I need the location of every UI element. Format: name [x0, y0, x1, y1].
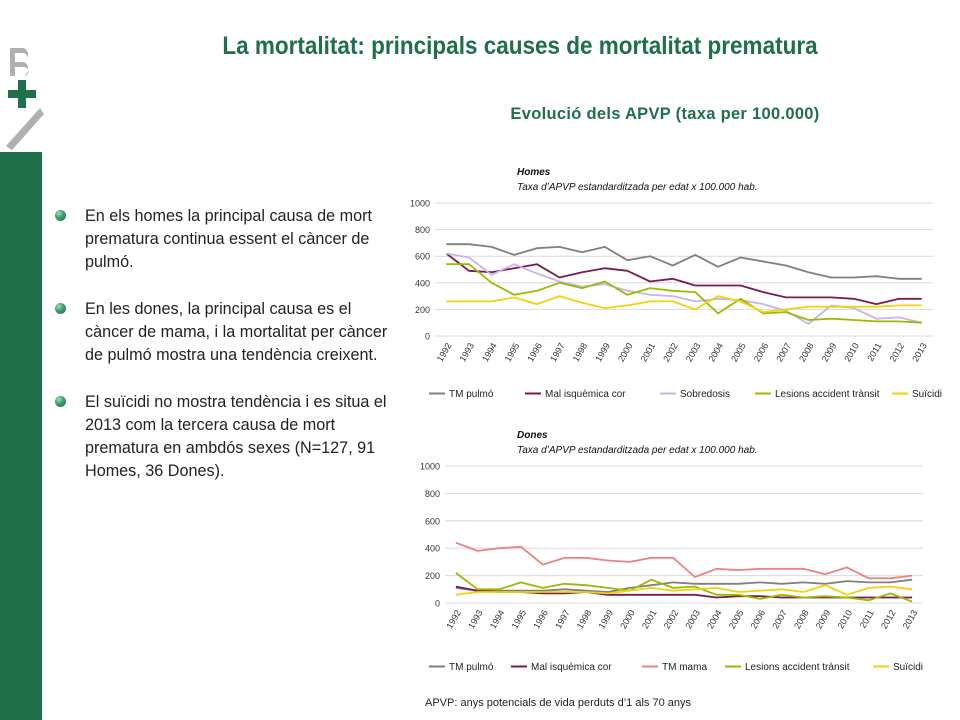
series-line-5 [455, 584, 913, 596]
footnote: APVP: anys potencials de vida perduts d’… [425, 697, 691, 709]
x-tick-label: 1992 [444, 608, 463, 630]
legend-label: Suïcidi [893, 662, 923, 673]
x-tick-label: 2013 [910, 341, 929, 363]
x-tick-label: 1997 [553, 608, 572, 630]
legend-label: TM mama [662, 662, 707, 673]
x-tick-label: 1994 [488, 608, 507, 630]
x-tick-label: 2000 [616, 341, 635, 363]
series-line-3 [455, 541, 913, 580]
bullet-item: En els homes la principal causa de mort … [55, 205, 390, 274]
bullet-icon [55, 396, 66, 407]
legend-label: Sobredosis [680, 389, 730, 400]
x-tick-label: 1993 [466, 608, 485, 630]
chart-subtitle: Taxa d’APVP estandarditzada per edat x 1… [517, 182, 758, 193]
bullet-text: En les dones, la principal causa es el c… [85, 300, 388, 364]
y-tick-label: 400 [425, 544, 440, 554]
bullet-icon [55, 303, 66, 314]
x-tick-label: 1996 [531, 608, 550, 630]
bullet-text: En els homes la principal causa de mort … [85, 207, 373, 271]
x-tick-label: 2009 [814, 608, 833, 630]
x-tick-label: 2006 [752, 341, 771, 363]
page-title: La mortalitat: principals causes de mort… [222, 32, 818, 60]
x-tick-label: 2004 [706, 341, 725, 363]
x-tick-label: 2008 [797, 341, 816, 363]
x-tick-label: 1999 [596, 608, 615, 630]
legend-label: TM pulmó [449, 662, 494, 673]
legend-label: Lesions accident trànsit [745, 662, 850, 673]
y-tick-label: 1000 [420, 462, 440, 472]
y-tick-label: 1000 [410, 199, 430, 209]
series-line-4 [446, 263, 922, 324]
x-tick-label: 2001 [640, 608, 659, 630]
y-tick-label: 200 [425, 571, 440, 581]
x-tick-label: 2001 [639, 341, 658, 363]
x-tick-label: 2012 [879, 608, 898, 630]
x-tick-label: 1996 [525, 341, 544, 363]
bullet-icon [55, 210, 66, 221]
bullet-text: El suïcidi no mostra tendència i es situ… [85, 393, 387, 480]
series-line-1 [446, 243, 922, 280]
chart-section-subtitle: Evolució dels APVP (taxa per 100.000) [510, 105, 820, 123]
x-tick-label: 2007 [770, 608, 789, 630]
x-tick-label: 1993 [457, 341, 476, 363]
x-tick-label: 2002 [661, 341, 680, 363]
x-tick-label: 2000 [618, 608, 637, 630]
x-tick-label: 2011 [858, 608, 876, 630]
x-tick-label: 1995 [510, 608, 529, 630]
legend-label: Mal isquèmica cor [531, 662, 612, 673]
series-line-2 [445, 252, 922, 306]
logo-icon [6, 48, 44, 150]
x-tick-label: 1995 [503, 341, 522, 363]
chart-subtitle: Taxa d’APVP estandarditzada per edat x 1… [517, 445, 758, 456]
chart-title: Dones [517, 430, 548, 441]
chart-title: Homes [517, 167, 551, 178]
x-tick-label: 1994 [480, 341, 499, 363]
chart-dones: Dones Taxa d’APVP estandarditzada per eda… [420, 430, 923, 673]
x-tick-label: 1999 [593, 341, 612, 363]
x-tick-label: 2007 [774, 341, 793, 363]
x-tick-label: 2003 [683, 608, 702, 630]
y-tick-label: 0 [435, 599, 440, 609]
series-line-3 [446, 252, 922, 325]
x-tick-label: 2009 [820, 341, 839, 363]
series-line-5 [446, 295, 922, 314]
legend-label: Suïcidi [912, 389, 942, 400]
x-tick-label: 1997 [548, 341, 567, 363]
x-tick-label: 2013 [901, 608, 920, 630]
x-tick-label: 2011 [865, 341, 883, 363]
x-tick-label: 1992 [435, 341, 454, 363]
series-line-1 [455, 578, 913, 593]
chart-homes: Homes Taxa d’APVP estandarditzada per eda… [410, 167, 942, 400]
y-tick-label: 800 [415, 225, 430, 235]
y-tick-label: 800 [425, 489, 440, 499]
x-tick-label: 1998 [571, 341, 590, 363]
y-tick-label: 600 [415, 252, 430, 262]
series-line-4 [455, 572, 913, 603]
x-tick-label: 2003 [684, 341, 703, 363]
x-tick-label: 1998 [575, 608, 594, 630]
sidebar-bar [0, 152, 42, 720]
bullet-item: En les dones, la principal causa es el c… [55, 298, 390, 367]
legend-label: TM pulmó [449, 389, 494, 400]
x-tick-label: 2005 [727, 608, 746, 630]
x-tick-label: 2002 [662, 608, 681, 630]
x-tick-label: 2008 [792, 608, 811, 630]
y-tick-label: 200 [415, 305, 430, 315]
y-tick-label: 400 [415, 278, 430, 288]
x-tick-label: 2005 [729, 341, 748, 363]
y-tick-label: 600 [425, 516, 440, 526]
x-tick-label: 2012 [888, 341, 907, 363]
x-tick-label: 2004 [705, 608, 724, 630]
y-tick-label: 0 [425, 332, 430, 342]
x-tick-label: 2010 [835, 608, 854, 630]
legend-label: Mal isquèmica cor [545, 389, 626, 400]
x-tick-label: 2006 [749, 608, 768, 630]
bullet-item: El suïcidi no mostra tendència i es situ… [55, 391, 390, 483]
x-tick-label: 2010 [842, 341, 861, 363]
bullet-list: En els homes la principal causa de mort … [55, 205, 390, 507]
legend-label: Lesions accident trànsit [775, 389, 880, 400]
